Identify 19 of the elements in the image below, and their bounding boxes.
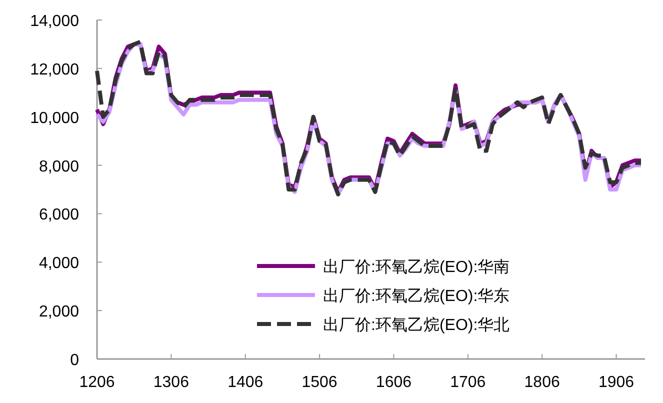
x-tick-label: 1406 <box>228 374 264 391</box>
x-tick-label: 1606 <box>376 374 412 391</box>
legend-label: 出厂价:环氧乙烷(EO):华南 <box>323 258 510 276</box>
legend-label: 出厂价:环氧乙烷(EO):华东 <box>323 287 510 305</box>
legend-label: 出厂价:环氧乙烷(EO):华北 <box>323 316 510 334</box>
y-tick-label: 4,000 <box>38 255 80 272</box>
y-tick-label: 12,000 <box>30 61 80 78</box>
y-tick-label: 10,000 <box>30 110 80 127</box>
x-tick-label: 1506 <box>302 374 338 391</box>
y-tick-label: 2,000 <box>38 304 80 321</box>
x-tick-label: 1206 <box>79 374 115 391</box>
y-tick-label: 8,000 <box>38 158 80 176</box>
y-tick-label: 0 <box>70 352 80 369</box>
y-tick-label: 6,000 <box>38 206 80 224</box>
y-tick-label: 14,000 <box>30 13 80 30</box>
x-tick-label: 1306 <box>153 374 190 391</box>
x-tick-label: 1906 <box>598 374 634 391</box>
x-tick-label: 1706 <box>450 374 486 391</box>
x-tick-label: 1806 <box>524 374 560 391</box>
